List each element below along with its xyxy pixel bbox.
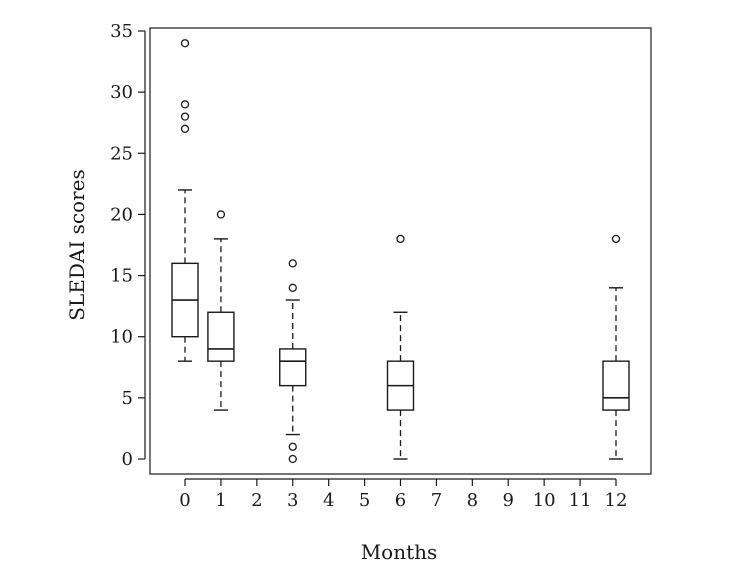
outlier-point	[180, 112, 190, 121]
box-month-12	[602, 234, 630, 460]
iqr-box	[602, 360, 630, 411]
y-axis-ticks: 0 5 10 15 20 25 30 35	[110, 21, 145, 470]
box-month-1	[207, 210, 235, 411]
x-tick-label: 9	[503, 490, 514, 511]
x-tick-label: 10	[533, 490, 556, 511]
x-tick-label: 12	[605, 490, 628, 511]
x-tick-label: 8	[467, 490, 478, 511]
x-tick-label: 2	[251, 490, 262, 511]
x-tick-label: 7	[431, 490, 442, 511]
y-tick-label: 5	[122, 388, 133, 409]
x-tick-label: 1	[215, 490, 226, 511]
x-tick-label: 11	[569, 490, 592, 511]
y-tick-label: 20	[110, 204, 133, 225]
outlier-point	[288, 259, 297, 268]
y-tick-label: 25	[110, 143, 133, 164]
outlier-point	[216, 210, 226, 219]
outlier-point	[180, 39, 190, 48]
box-month-0	[171, 39, 199, 362]
y-tick-label: 15	[110, 266, 133, 287]
outlier-point	[611, 234, 621, 244]
outlier-point	[180, 124, 190, 133]
iqr-box	[279, 348, 307, 387]
outlier-point	[180, 100, 190, 109]
x-tick-label: 5	[359, 490, 370, 511]
x-axis-title: Months	[361, 540, 438, 564]
y-tick-label: 0	[122, 449, 133, 470]
y-axis-title: SLEDAI scores	[65, 169, 89, 320]
outlier-point	[396, 234, 405, 244]
outlier-point	[288, 454, 297, 464]
box-month-3	[279, 259, 307, 464]
y-tick-label: 35	[110, 21, 133, 42]
y-tick-label: 30	[110, 82, 133, 103]
outlier-point	[288, 442, 297, 451]
boxes-group	[171, 39, 630, 464]
x-tick-label: 3	[287, 490, 298, 511]
x-tick-label: 4	[323, 490, 334, 511]
plot-frame	[149, 27, 652, 475]
box-month-6	[386, 234, 415, 460]
outlier-point	[288, 283, 297, 292]
x-axis-ticks: 0 1 2 3 4 5 6 7 8 9 10 11 12	[179, 479, 627, 511]
y-tick-label: 10	[110, 327, 133, 348]
x-tick-label: 0	[179, 490, 190, 511]
iqr-box	[207, 311, 235, 362]
x-tick-label: 6	[395, 490, 406, 511]
